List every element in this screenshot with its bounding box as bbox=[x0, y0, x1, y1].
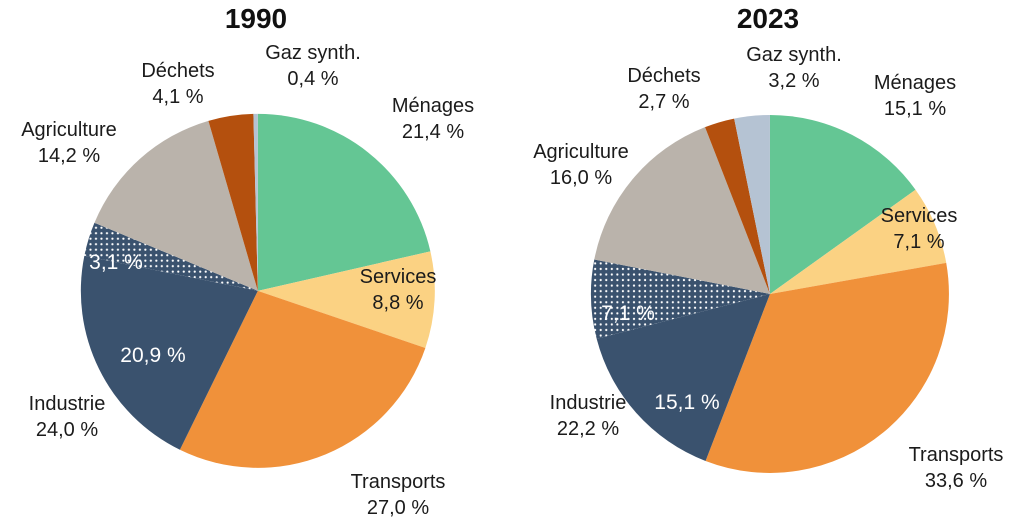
chart-title-2023: 2023 bbox=[736, 3, 800, 34]
pie-label-gaz-synth: Gaz synth. 3,2 % bbox=[746, 44, 842, 92]
pie-label-services: Services 8,8 % bbox=[359, 266, 437, 314]
pie-chart-1990: 1990 Déchets 4,1 % Gaz synth. 0,4 % Ménages 2… bbox=[21, 3, 475, 519]
chart-title-1990: 1990 bbox=[224, 3, 288, 34]
pie-label-services: Services 7,1 % bbox=[880, 205, 958, 253]
pie-label-gaz-synth: Gaz synth. 0,4 % bbox=[265, 42, 361, 90]
pie-label-industrie-solide-value: 15,1 % bbox=[654, 391, 720, 414]
pie-label-menages: Ménages 21,4 % bbox=[391, 95, 475, 143]
slice-dechets bbox=[705, 118, 770, 294]
slice-gaz-synth bbox=[734, 114, 770, 294]
slice-transports bbox=[180, 290, 426, 468]
slice-dechets bbox=[208, 114, 258, 291]
slice-gaz-synth bbox=[253, 113, 258, 291]
slice-transports bbox=[705, 262, 949, 473]
slice-menages bbox=[769, 114, 916, 294]
pie-label-industrie: Industrie 22,2 % bbox=[549, 392, 627, 440]
slice-menages bbox=[257, 113, 431, 291]
pie-label-agriculture: Agriculture 14,2 % bbox=[21, 119, 117, 167]
slice-industrie-points bbox=[590, 259, 770, 339]
pie-label-transports: Transports 33,6 % bbox=[908, 444, 1004, 492]
slice-services bbox=[257, 251, 435, 349]
pie-label-dechets: Déchets 4,1 % bbox=[141, 60, 215, 108]
pie-chart-2023: 2023 Déchets 2,7 % Gaz synth. 3,2 % Ménages 1… bbox=[512, 0, 1024, 529]
pie-label-agriculture: Agriculture 16,0 % bbox=[533, 141, 629, 189]
pie-label-industrie-points-value: 3,1 % bbox=[89, 251, 143, 274]
slice-industrie-points bbox=[84, 222, 258, 291]
slice-agriculture bbox=[594, 127, 770, 294]
pie-label-menages: Ménages 15,1 % bbox=[873, 72, 957, 120]
pie-label-dechets: Déchets 2,7 % bbox=[627, 65, 701, 113]
slice-agriculture bbox=[94, 121, 258, 291]
pie-label-industrie-solide-value: 20,9 % bbox=[120, 344, 186, 367]
pie-1990-svg bbox=[80, 113, 435, 468]
slice-industrie-solide bbox=[596, 293, 770, 462]
pie-label-industrie: Industrie 24,0 % bbox=[28, 393, 106, 441]
slice-services bbox=[769, 189, 947, 294]
pie-2023-svg bbox=[590, 114, 949, 473]
pie-label-industrie-points-value: 7,1 % bbox=[601, 302, 655, 325]
pie-label-transports: Transports 27,0 % bbox=[350, 471, 446, 519]
slice-industrie-solide bbox=[80, 255, 258, 450]
